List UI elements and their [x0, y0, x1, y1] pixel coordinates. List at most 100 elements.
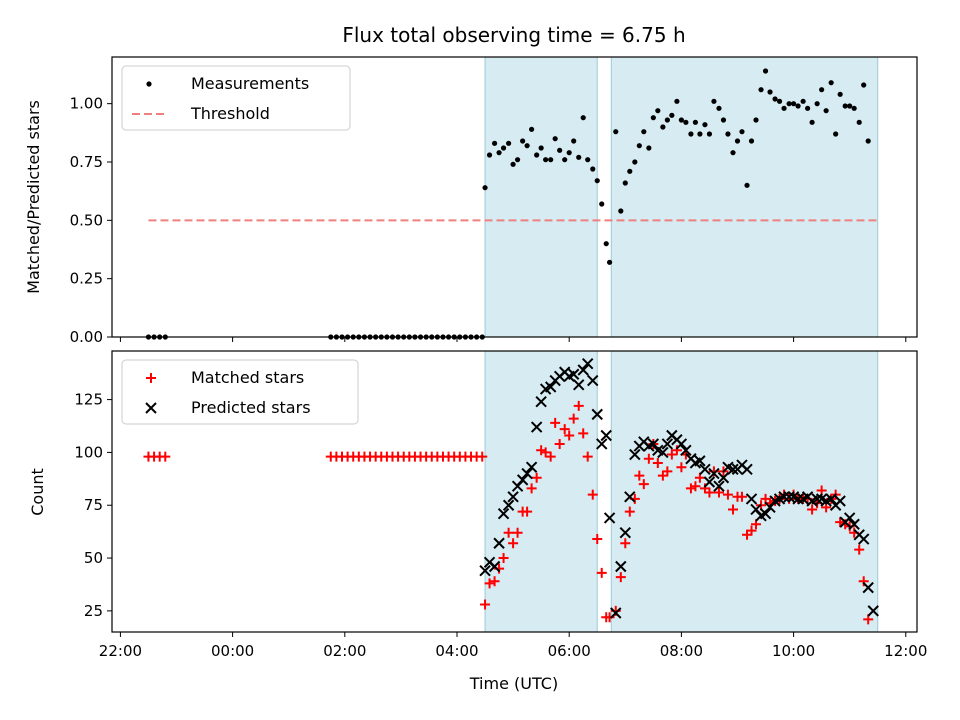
measurement-point — [585, 157, 591, 163]
legend-threshold-label: Threshold — [190, 104, 270, 123]
predicted-star-point — [544, 381, 557, 393]
measurement-point — [730, 150, 736, 156]
measurement-point — [688, 131, 694, 137]
measurement-point — [562, 157, 568, 163]
measurement-point — [529, 126, 535, 132]
x-tick-label: 02:00 — [323, 642, 366, 660]
measurement-point — [632, 159, 638, 165]
measurement-point — [496, 150, 502, 156]
predicted-star-point — [727, 463, 739, 476]
predicted-star-point — [615, 560, 627, 573]
x-tick-label: 00:00 — [211, 642, 254, 660]
measurement-point — [851, 105, 857, 111]
matched-star-point — [634, 470, 645, 481]
matched-star-point — [526, 483, 537, 494]
y-tick-label: 0.25 — [70, 270, 103, 288]
legend-measurements-label: Measurements — [191, 74, 309, 93]
measurement-point — [805, 105, 811, 111]
measurement-point — [650, 115, 656, 121]
predicted-star-point — [857, 533, 870, 545]
matched-star-point — [746, 525, 757, 536]
matched-star-point — [863, 614, 874, 625]
measurement-point — [580, 115, 586, 121]
matched-star-point — [858, 576, 869, 587]
predicted-star-point — [493, 537, 505, 549]
matched-star-point — [545, 451, 556, 462]
matched-star-point — [620, 538, 631, 549]
measurement-point — [491, 140, 498, 146]
predicted-star-point — [694, 455, 706, 467]
measurement-point — [772, 96, 778, 102]
matched-star-point — [596, 567, 607, 578]
measurement-point — [486, 152, 493, 158]
top-y-axis-label: Matched/Predicted stars — [24, 100, 43, 294]
matched-star-point — [662, 466, 673, 477]
plot-frame — [111, 350, 918, 633]
legend: Measurements Threshold — [121, 65, 351, 131]
legend-matched-label: Matched stars — [191, 368, 304, 387]
matched-star-point — [671, 445, 682, 456]
matched-star-point — [554, 438, 565, 449]
predicted-star-point — [783, 491, 795, 503]
matched-star-point — [559, 424, 570, 435]
x-axis-label: Time (UTC) — [469, 674, 558, 693]
matched-star-point — [638, 479, 649, 490]
measurement-point — [800, 98, 806, 104]
matched-star-point — [652, 457, 663, 468]
measurement-point — [716, 105, 722, 111]
matched-star-point — [582, 451, 593, 462]
predicted-star-point — [535, 395, 547, 408]
predicted-star-point — [811, 493, 823, 505]
measurement-point — [823, 108, 829, 114]
predicted-star-point — [577, 364, 589, 376]
measurement-point — [711, 98, 717, 104]
measurement-point — [819, 87, 825, 93]
matched-star-point — [713, 487, 724, 498]
measurement-point — [655, 108, 661, 114]
matched-star-point — [573, 400, 584, 411]
predicted-star-point — [834, 495, 846, 507]
predicted-star-point — [759, 507, 772, 520]
predicted-star-point — [525, 461, 538, 473]
predicted-star-point — [516, 474, 529, 486]
measurement-point — [762, 68, 769, 74]
predicted-star-point — [741, 463, 753, 476]
measurement-point — [646, 145, 652, 151]
matched-star-point — [676, 462, 687, 473]
measurement-point — [603, 241, 609, 247]
matched-star-point — [550, 417, 561, 428]
measurement-point — [809, 119, 815, 125]
measurement-point — [833, 131, 839, 137]
y-tick-label: 25 — [84, 602, 103, 620]
measurement-point — [571, 138, 577, 144]
measurement-point — [534, 152, 540, 158]
observing-window-2 — [610, 56, 879, 338]
predicted-star-point — [675, 438, 688, 450]
measurement-point — [725, 131, 731, 137]
predicted-star-point — [661, 438, 674, 450]
measurement-point — [861, 82, 867, 88]
matched-star-point — [522, 506, 533, 517]
matched-star-point — [592, 534, 603, 545]
matched-star-point — [685, 483, 696, 494]
legend-predicted-label: Predicted stars — [191, 398, 311, 417]
measurement-point — [576, 154, 582, 160]
matched-star-point — [624, 506, 635, 517]
predicted-star-point — [573, 379, 585, 391]
matched-star-point — [587, 489, 598, 500]
matched-star-point — [568, 413, 579, 424]
measurement-point — [776, 98, 783, 104]
predicted-star-point — [867, 605, 879, 617]
legend: Matched stars Predicted stars — [121, 359, 359, 425]
measurement-point — [781, 105, 787, 111]
predicted-star-point — [479, 565, 491, 577]
predicted-star-point — [745, 493, 758, 505]
measurement-point — [748, 138, 755, 144]
measurement-point — [678, 117, 684, 123]
predicted-star-point — [610, 607, 622, 619]
matched-star-point — [564, 430, 575, 441]
measurement-point — [786, 101, 792, 107]
predicted-star-point — [521, 467, 533, 480]
measurement-point — [697, 131, 703, 137]
measurement-point — [692, 119, 699, 125]
